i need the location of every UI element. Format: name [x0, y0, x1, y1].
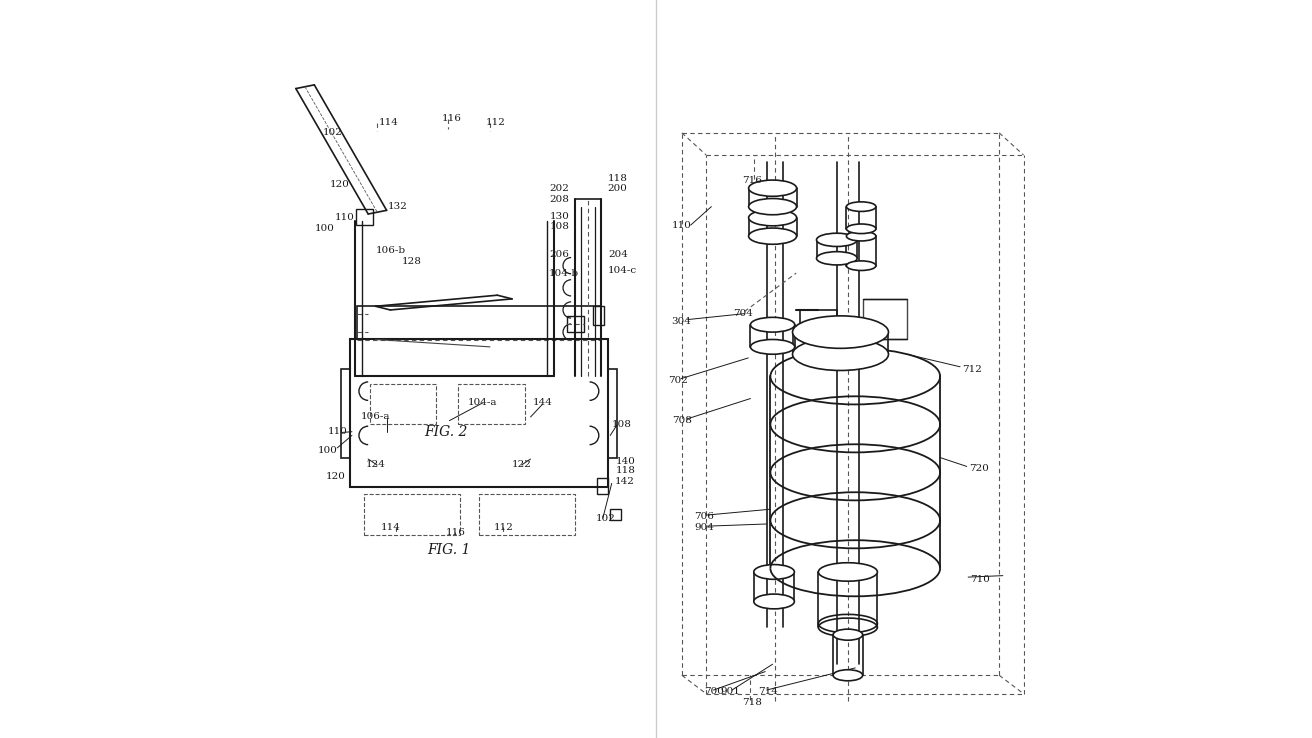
Text: 108: 108 — [550, 222, 569, 231]
Text: 110: 110 — [328, 427, 348, 436]
Text: 116: 116 — [442, 114, 462, 123]
Text: 702: 702 — [668, 376, 687, 384]
Text: 100: 100 — [315, 224, 335, 233]
Text: 110: 110 — [335, 213, 354, 222]
Bar — [607, 369, 617, 458]
Text: 716: 716 — [743, 176, 762, 185]
Text: 706: 706 — [694, 512, 714, 521]
Text: 714: 714 — [758, 687, 778, 696]
Text: 206: 206 — [548, 250, 569, 259]
Text: 710: 710 — [970, 575, 989, 584]
Text: 142: 142 — [614, 477, 635, 486]
Text: 112: 112 — [487, 118, 506, 127]
Text: 208: 208 — [550, 195, 569, 204]
Text: 304: 304 — [670, 317, 690, 325]
Bar — [800, 310, 837, 332]
Text: 118: 118 — [615, 466, 635, 475]
Ellipse shape — [846, 261, 876, 271]
Bar — [357, 306, 601, 339]
Ellipse shape — [819, 563, 878, 582]
Bar — [357, 209, 373, 225]
Ellipse shape — [833, 629, 863, 640]
Ellipse shape — [749, 180, 796, 196]
Text: 122: 122 — [512, 461, 531, 469]
Bar — [568, 316, 584, 332]
Text: 140: 140 — [615, 457, 635, 466]
Bar — [365, 494, 461, 535]
Text: FIG. 1: FIG. 1 — [428, 543, 471, 556]
Ellipse shape — [833, 670, 863, 680]
Bar — [597, 478, 607, 494]
Text: 128: 128 — [401, 258, 421, 266]
Text: 112: 112 — [493, 523, 513, 532]
Text: 720: 720 — [968, 464, 989, 473]
Ellipse shape — [750, 339, 795, 354]
Ellipse shape — [816, 233, 857, 246]
Ellipse shape — [792, 316, 888, 348]
Text: 202: 202 — [550, 184, 569, 193]
Text: 102: 102 — [596, 514, 615, 523]
Text: 708: 708 — [672, 416, 693, 425]
Text: 704: 704 — [733, 309, 753, 318]
Text: 110: 110 — [672, 221, 693, 230]
Bar — [350, 339, 607, 487]
Text: 718: 718 — [743, 698, 762, 707]
Text: 102: 102 — [323, 128, 342, 137]
Text: 200: 200 — [607, 184, 627, 193]
Text: 104-a: 104-a — [468, 398, 497, 407]
Bar — [863, 299, 907, 339]
Bar — [593, 306, 605, 325]
Text: 120: 120 — [325, 472, 345, 480]
Ellipse shape — [816, 252, 857, 265]
Text: 104-c: 104-c — [607, 266, 638, 275]
Text: 100: 100 — [318, 446, 338, 455]
Text: 130: 130 — [550, 213, 569, 221]
Text: 132: 132 — [388, 202, 408, 211]
Bar — [610, 509, 621, 520]
Text: 904: 904 — [694, 523, 714, 532]
Text: 118: 118 — [607, 174, 627, 183]
Ellipse shape — [749, 210, 796, 226]
Text: 106-b: 106-b — [375, 246, 405, 255]
Text: 114: 114 — [379, 118, 399, 127]
Ellipse shape — [846, 232, 876, 241]
Bar — [479, 494, 575, 535]
Ellipse shape — [749, 199, 796, 215]
Ellipse shape — [754, 565, 794, 579]
Text: 106-a: 106-a — [361, 413, 390, 421]
Text: 204: 204 — [607, 250, 628, 259]
Ellipse shape — [750, 317, 795, 332]
Text: 104-b: 104-b — [548, 269, 579, 277]
Ellipse shape — [846, 202, 876, 212]
Bar — [341, 369, 350, 458]
Text: 124: 124 — [366, 461, 386, 469]
Text: 108: 108 — [611, 420, 631, 429]
Ellipse shape — [792, 338, 888, 370]
Text: FIG. 2: FIG. 2 — [424, 425, 467, 438]
Text: 700: 700 — [705, 687, 724, 696]
Ellipse shape — [749, 228, 796, 244]
Text: 712: 712 — [962, 365, 983, 373]
Bar — [370, 384, 436, 424]
Bar — [458, 384, 525, 424]
Ellipse shape — [754, 594, 794, 609]
Text: 144: 144 — [533, 398, 552, 407]
Text: 120: 120 — [329, 180, 350, 189]
Text: 901: 901 — [720, 687, 740, 696]
Text: 114: 114 — [380, 523, 400, 532]
Text: 116: 116 — [446, 528, 466, 537]
Ellipse shape — [846, 224, 876, 234]
